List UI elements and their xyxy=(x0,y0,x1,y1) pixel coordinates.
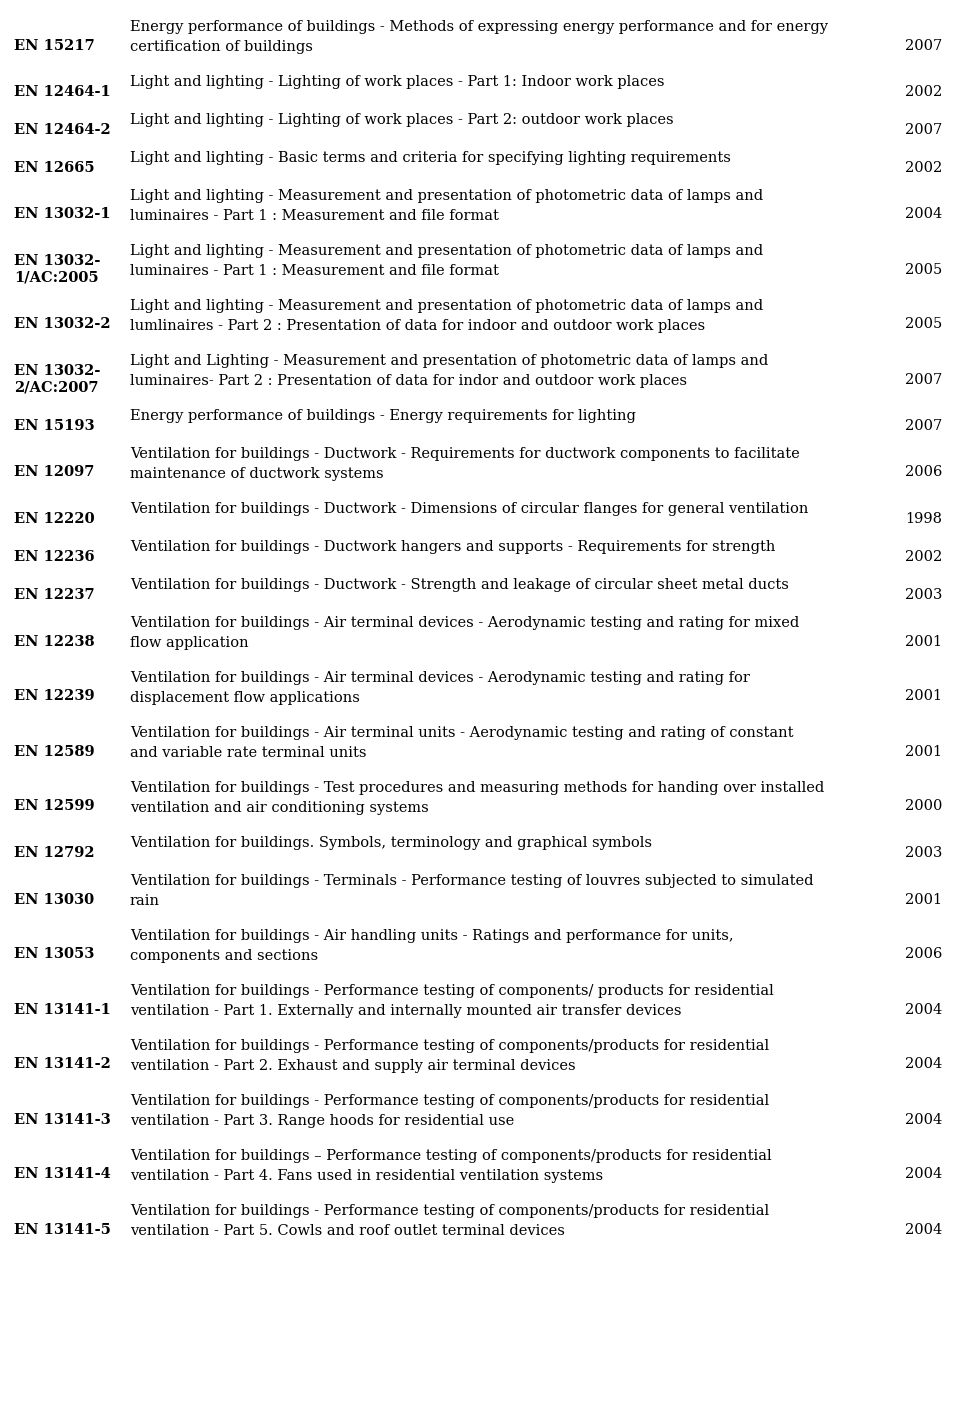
Text: EN 13030: EN 13030 xyxy=(14,893,94,906)
Text: 2001: 2001 xyxy=(905,635,942,649)
Text: EN 13032-
1/AC:2005: EN 13032- 1/AC:2005 xyxy=(14,254,101,284)
Text: 2004: 2004 xyxy=(904,1167,942,1181)
Text: Ventilation for buildings - Ductwork - Strength and leakage of circular sheet me: Ventilation for buildings - Ductwork - S… xyxy=(130,578,789,592)
Text: Ventilation for buildings - Ductwork - Dimensions of circular flanges for genera: Ventilation for buildings - Ductwork - D… xyxy=(130,503,808,515)
Text: Ventilation for buildings - Performance testing of components/ products for resi: Ventilation for buildings - Performance … xyxy=(130,984,774,1018)
Text: Ventilation for buildings - Performance testing of components/products for resid: Ventilation for buildings - Performance … xyxy=(130,1204,769,1238)
Text: 2007: 2007 xyxy=(904,124,942,136)
Text: 2001: 2001 xyxy=(905,690,942,703)
Text: Light and Lighting - Measurement and presentation of photometric data of lamps a: Light and Lighting - Measurement and pre… xyxy=(130,354,768,388)
Text: 2001: 2001 xyxy=(905,893,942,906)
Text: EN 13141-1: EN 13141-1 xyxy=(14,1003,110,1017)
Text: Ventilation for buildings - Air terminal devices - Aerodynamic testing and ratin: Ventilation for buildings - Air terminal… xyxy=(130,672,750,706)
Text: EN 12792: EN 12792 xyxy=(14,846,95,861)
Text: EN 13141-4: EN 13141-4 xyxy=(14,1167,110,1181)
Text: EN 13053: EN 13053 xyxy=(14,947,94,961)
Text: EN 13141-3: EN 13141-3 xyxy=(14,1112,110,1126)
Text: Ventilation for buildings - Terminals - Performance testing of louvres subjected: Ventilation for buildings - Terminals - … xyxy=(130,873,813,907)
Text: EN 12238: EN 12238 xyxy=(14,635,95,649)
Text: Ventilation for buildings - Performance testing of components/products for resid: Ventilation for buildings - Performance … xyxy=(130,1093,769,1127)
Text: 2003: 2003 xyxy=(904,588,942,602)
Text: EN 12097: EN 12097 xyxy=(14,466,94,480)
Text: 2005: 2005 xyxy=(904,318,942,331)
Text: Light and lighting - Measurement and presentation of photometric data of lamps a: Light and lighting - Measurement and pre… xyxy=(130,189,763,223)
Text: 2007: 2007 xyxy=(904,38,942,53)
Text: Ventilation for buildings - Air terminal units - Aerodynamic testing and rating : Ventilation for buildings - Air terminal… xyxy=(130,726,794,760)
Text: Ventilation for buildings - Air handling units - Ratings and performance for uni: Ventilation for buildings - Air handling… xyxy=(130,929,733,963)
Text: EN 12599: EN 12599 xyxy=(14,799,95,814)
Text: EN 13141-2: EN 13141-2 xyxy=(14,1058,110,1072)
Text: Ventilation for buildings - Ductwork - Requirements for ductwork components to f: Ventilation for buildings - Ductwork - R… xyxy=(130,447,800,481)
Text: Ventilation for buildings. Symbols, terminology and graphical symbols: Ventilation for buildings. Symbols, term… xyxy=(130,836,652,851)
Text: Ventilation for buildings - Test procedures and measuring methods for handing ov: Ventilation for buildings - Test procedu… xyxy=(130,781,825,815)
Text: 2004: 2004 xyxy=(904,1058,942,1072)
Text: Energy performance of buildings - Energy requirements for lighting: Energy performance of buildings - Energy… xyxy=(130,409,636,423)
Text: 2004: 2004 xyxy=(904,1223,942,1237)
Text: EN 12220: EN 12220 xyxy=(14,513,95,525)
Text: Ventilation for buildings – Performance testing of components/products for resid: Ventilation for buildings – Performance … xyxy=(130,1149,772,1183)
Text: 2004: 2004 xyxy=(904,1112,942,1126)
Text: Light and lighting - Measurement and presentation of photometric data of lamps a: Light and lighting - Measurement and pre… xyxy=(130,244,763,278)
Text: EN 12239: EN 12239 xyxy=(14,690,95,703)
Text: EN 13032-2: EN 13032-2 xyxy=(14,318,110,331)
Text: Ventilation for buildings - Performance testing of components/products for resid: Ventilation for buildings - Performance … xyxy=(130,1039,769,1074)
Text: 2002: 2002 xyxy=(904,550,942,564)
Text: 2006: 2006 xyxy=(904,466,942,480)
Text: 2006: 2006 xyxy=(904,947,942,961)
Text: Light and lighting - Measurement and presentation of photometric data of lamps a: Light and lighting - Measurement and pre… xyxy=(130,300,763,334)
Text: 2007: 2007 xyxy=(904,372,942,386)
Text: 2005: 2005 xyxy=(904,263,942,277)
Text: 2002: 2002 xyxy=(904,160,942,175)
Text: 2007: 2007 xyxy=(904,419,942,433)
Text: EN 12464-2: EN 12464-2 xyxy=(14,124,110,136)
Text: Light and lighting - Lighting of work places - Part 1: Indoor work places: Light and lighting - Lighting of work pl… xyxy=(130,75,664,89)
Text: 2003: 2003 xyxy=(904,846,942,861)
Text: EN 12665: EN 12665 xyxy=(14,160,95,175)
Text: EN 13032-
2/AC:2007: EN 13032- 2/AC:2007 xyxy=(14,365,101,395)
Text: Energy performance of buildings - Methods of expressing energy performance and f: Energy performance of buildings - Method… xyxy=(130,20,828,54)
Text: EN 15193: EN 15193 xyxy=(14,419,95,433)
Text: 2002: 2002 xyxy=(904,85,942,99)
Text: 2000: 2000 xyxy=(904,799,942,814)
Text: EN 12464-1: EN 12464-1 xyxy=(14,85,110,99)
Text: Ventilation for buildings - Air terminal devices - Aerodynamic testing and ratin: Ventilation for buildings - Air terminal… xyxy=(130,616,800,650)
Text: 2004: 2004 xyxy=(904,1003,942,1017)
Text: EN 15217: EN 15217 xyxy=(14,38,95,53)
Text: 1998: 1998 xyxy=(905,513,942,525)
Text: Light and lighting - Basic terms and criteria for specifying lighting requiremen: Light and lighting - Basic terms and cri… xyxy=(130,151,731,165)
Text: EN 12589: EN 12589 xyxy=(14,744,95,758)
Text: EN 13141-5: EN 13141-5 xyxy=(14,1223,110,1237)
Text: 2001: 2001 xyxy=(905,744,942,758)
Text: EN 12237: EN 12237 xyxy=(14,588,95,602)
Text: Ventilation for buildings - Ductwork hangers and supports - Requirements for str: Ventilation for buildings - Ductwork han… xyxy=(130,540,776,554)
Text: EN 12236: EN 12236 xyxy=(14,550,95,564)
Text: 2004: 2004 xyxy=(904,207,942,222)
Text: EN 13032-1: EN 13032-1 xyxy=(14,207,110,222)
Text: Light and lighting - Lighting of work places - Part 2: outdoor work places: Light and lighting - Lighting of work pl… xyxy=(130,114,674,126)
